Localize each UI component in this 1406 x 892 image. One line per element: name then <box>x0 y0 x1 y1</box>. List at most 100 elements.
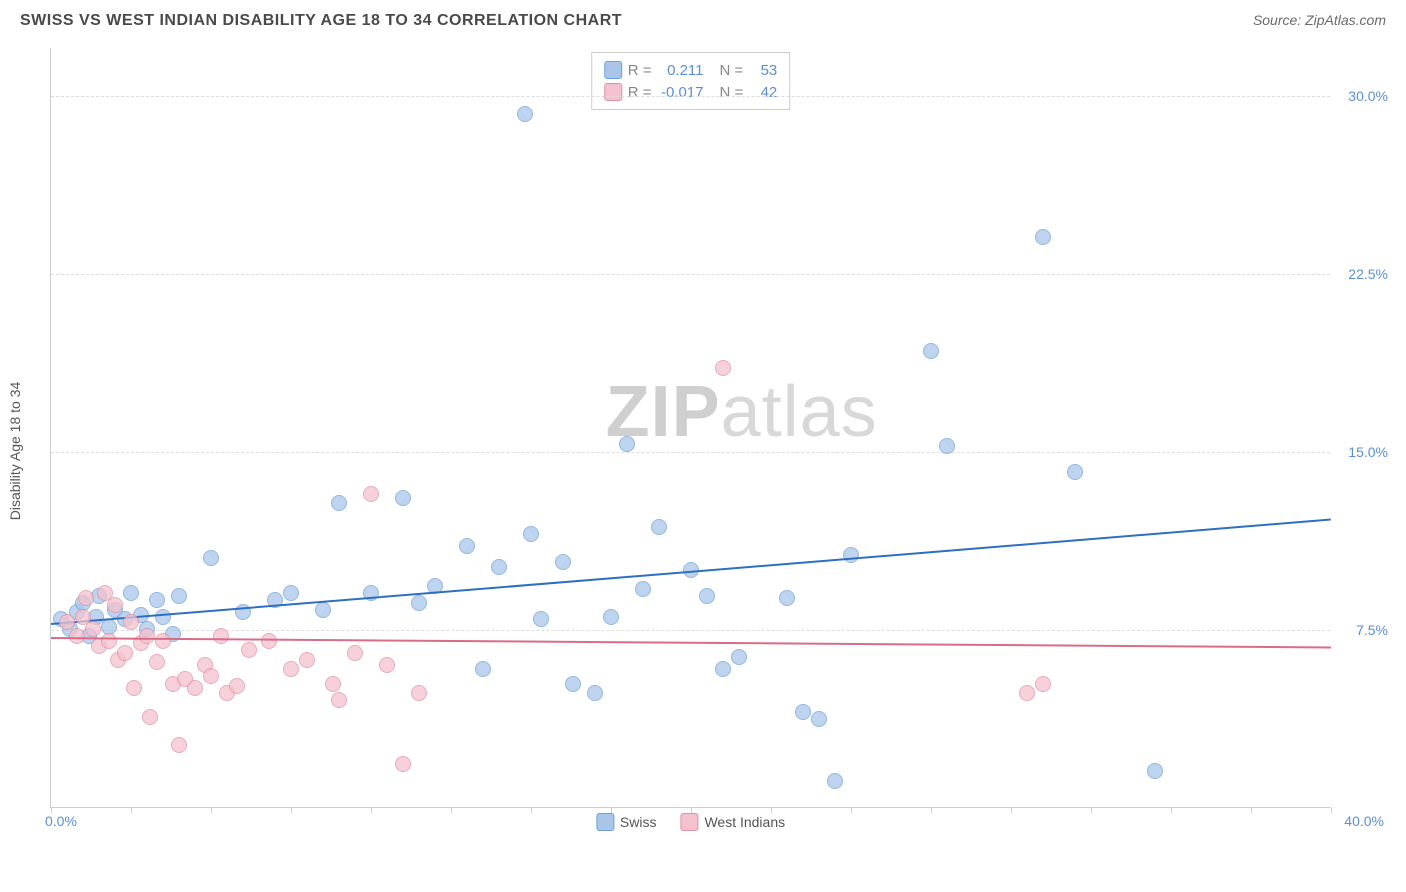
data-point <box>101 633 117 649</box>
stats-r-label: R = <box>628 62 652 79</box>
x-tick <box>1011 807 1012 813</box>
x-tick <box>291 807 292 813</box>
legend-swatch <box>604 83 622 101</box>
x-axis-min-label: 0.0% <box>45 813 77 829</box>
data-point <box>123 585 139 601</box>
legend-swatch <box>596 813 614 831</box>
data-point <box>139 628 155 644</box>
gridline <box>51 452 1330 453</box>
y-tick-label: 22.5% <box>1336 266 1388 282</box>
data-point <box>635 581 651 597</box>
data-point <box>283 585 299 601</box>
stats-n-label: N = <box>720 62 744 79</box>
data-point <box>213 628 229 644</box>
stats-n-value: 42 <box>749 84 777 101</box>
x-tick <box>1091 807 1092 813</box>
data-point <box>651 519 667 535</box>
gridline <box>51 96 1330 97</box>
stats-r-value: -0.017 <box>658 84 704 101</box>
stats-r-value: 0.211 <box>658 62 704 79</box>
source-attribution: Source: ZipAtlas.com <box>1253 12 1386 30</box>
data-point <box>203 550 219 566</box>
data-point <box>241 642 257 658</box>
y-axis-label: Disability Age 18 to 34 <box>7 382 23 521</box>
trend-line <box>51 518 1331 624</box>
data-point <box>117 645 133 661</box>
data-point <box>171 588 187 604</box>
legend: Swiss West Indians <box>596 813 785 831</box>
data-point <box>699 588 715 604</box>
gridline <box>51 630 1330 631</box>
data-point <box>123 614 139 630</box>
data-point <box>565 676 581 692</box>
legend-swatch <box>680 813 698 831</box>
data-point <box>261 633 277 649</box>
data-point <box>395 756 411 772</box>
data-point <box>795 704 811 720</box>
x-tick <box>1331 807 1332 813</box>
data-point <box>827 773 843 789</box>
x-tick <box>211 807 212 813</box>
data-point <box>923 343 939 359</box>
legend-item: West Indians <box>680 813 785 831</box>
x-tick <box>51 807 52 813</box>
data-point <box>411 595 427 611</box>
data-point <box>331 495 347 511</box>
correlation-stats-box: R =0.211N =53R =-0.017N =42 <box>591 52 791 110</box>
data-point <box>187 680 203 696</box>
x-axis-max-label: 40.0% <box>1344 813 1384 829</box>
stats-r-label: R = <box>628 84 652 101</box>
x-tick <box>931 807 932 813</box>
legend-label: West Indians <box>704 814 785 830</box>
data-point <box>411 685 427 701</box>
data-point <box>299 652 315 668</box>
stats-row: R = 0.211 N = 53 <box>604 59 778 81</box>
legend-label: Swiss <box>620 814 657 830</box>
data-point <box>811 711 827 727</box>
data-point <box>325 676 341 692</box>
data-point <box>731 649 747 665</box>
data-point <box>523 526 539 542</box>
data-point <box>491 559 507 575</box>
data-point <box>1035 229 1051 245</box>
data-point <box>843 547 859 563</box>
x-tick <box>611 807 612 813</box>
data-point <box>283 661 299 677</box>
data-point <box>939 438 955 454</box>
data-point <box>715 661 731 677</box>
y-tick-label: 30.0% <box>1336 88 1388 104</box>
chart-title: SWISS VS WEST INDIAN DISABILITY AGE 18 T… <box>20 12 622 30</box>
data-point <box>107 597 123 613</box>
scatter-plot: ZIPatlas R =0.211N =53R =-0.017N =42 0.0… <box>50 48 1330 808</box>
x-tick <box>531 807 532 813</box>
x-tick <box>1251 807 1252 813</box>
x-tick <box>131 807 132 813</box>
data-point <box>229 678 245 694</box>
legend-swatch <box>604 61 622 79</box>
data-point <box>555 554 571 570</box>
data-point <box>69 628 85 644</box>
legend-item: Swiss <box>596 813 657 831</box>
data-point <box>1035 676 1051 692</box>
data-point <box>85 621 101 637</box>
data-point <box>347 645 363 661</box>
data-point <box>315 602 331 618</box>
data-point <box>1147 763 1163 779</box>
x-tick <box>691 807 692 813</box>
data-point <box>155 609 171 625</box>
data-point <box>331 692 347 708</box>
gridline <box>51 274 1330 275</box>
chart-container: Disability Age 18 to 34 ZIPatlas R =0.21… <box>50 48 1380 838</box>
data-point <box>533 611 549 627</box>
data-point <box>59 614 75 630</box>
data-point <box>155 633 171 649</box>
data-point <box>126 680 142 696</box>
stats-row: R =-0.017N =42 <box>604 81 778 103</box>
stats-n-value: 53 <box>749 62 777 79</box>
data-point <box>603 609 619 625</box>
data-point <box>203 668 219 684</box>
y-tick-label: 15.0% <box>1336 444 1388 460</box>
y-tick-label: 7.5% <box>1336 622 1388 638</box>
watermark: ZIPatlas <box>606 371 878 453</box>
data-point <box>459 538 475 554</box>
